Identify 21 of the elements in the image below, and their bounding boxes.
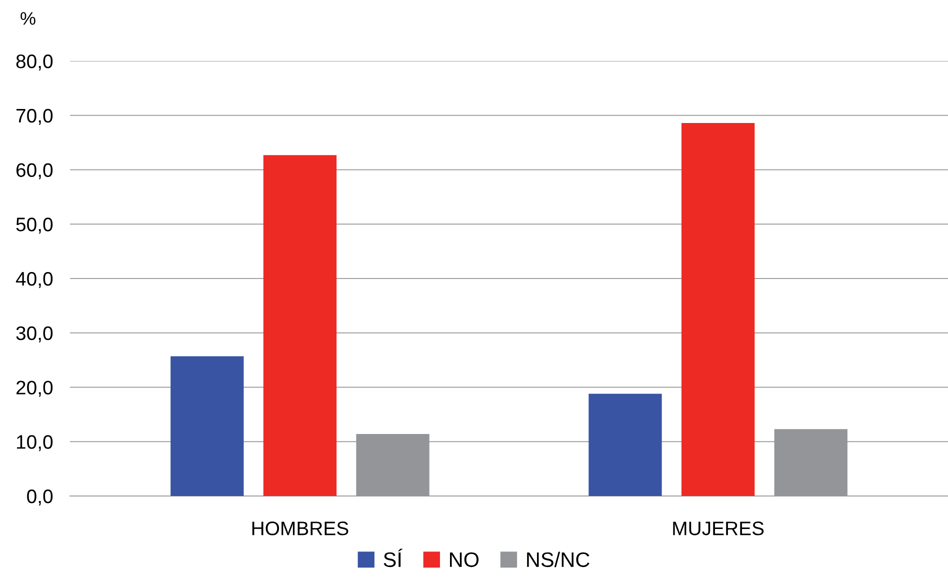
y-tick-label: 20,0 [16,380,53,397]
y-tick-label: 80,0 [16,54,53,71]
y-axis-title: % [20,12,36,25]
bar [170,356,244,496]
y-tick-label: 30,0 [16,326,53,342]
legend-label: NO [450,552,479,568]
y-tick-label: 40,0 [16,272,53,288]
legend-label: NS/NC [527,552,590,568]
x-tick-label: HOMBRES [252,522,348,536]
bar [356,434,430,496]
y-tick-label: 60,0 [16,163,53,180]
bar [774,429,848,496]
x-tick-label: MUJERES [673,522,764,536]
bar [588,394,662,496]
y-tick-label: 70,0 [16,108,53,125]
y-tick-label: 50,0 [16,218,53,234]
y-tick-label: 0,0 [27,489,53,506]
bar [263,155,337,496]
y-tick-label: 10,0 [16,435,53,452]
legend-label: SÍ [384,548,402,568]
bar [681,122,755,496]
